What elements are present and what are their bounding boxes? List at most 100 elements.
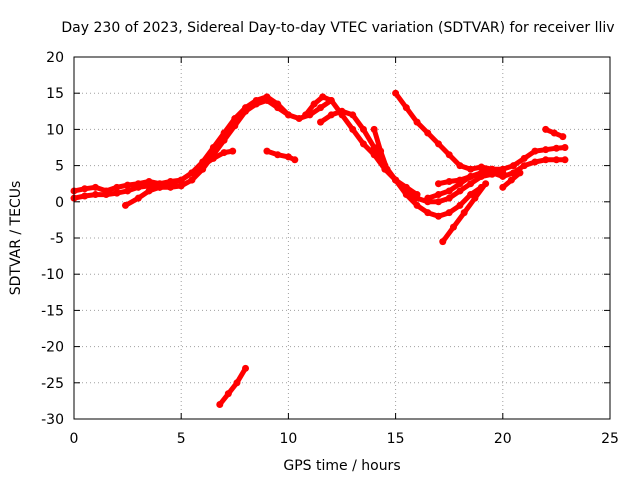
data-point [434, 198, 442, 206]
data-point [220, 149, 228, 157]
data-point [349, 125, 357, 133]
data-point [434, 212, 442, 220]
series-track-11 [499, 169, 524, 191]
series-track-2 [70, 96, 292, 202]
series-track-12 [542, 125, 567, 141]
y-tick-label: 10 [46, 122, 64, 138]
data-point [274, 104, 282, 112]
data-point [499, 165, 507, 173]
data-point [424, 194, 432, 202]
data-point [242, 364, 250, 372]
data-point [177, 176, 185, 184]
data-point [516, 169, 524, 177]
x-tick-label: 20 [494, 431, 512, 447]
data-point [552, 144, 560, 152]
y-tick-label: -10 [41, 267, 64, 283]
data-point [284, 153, 292, 161]
series-track-7 [392, 89, 507, 177]
series-track-10 [439, 180, 490, 246]
data-point [392, 176, 400, 184]
y-tick-label: -30 [41, 412, 64, 428]
data-point [199, 162, 207, 170]
data-point [413, 191, 421, 199]
data-point [327, 111, 335, 119]
data-point [124, 187, 132, 195]
data-point [507, 176, 515, 184]
series-line [318, 108, 484, 219]
data-point [284, 111, 292, 119]
data-point [520, 154, 528, 162]
series-track-14 [216, 364, 250, 409]
y-tick-label: 5 [55, 159, 64, 175]
data-point [319, 93, 327, 101]
data-point [499, 172, 507, 180]
series-line [217, 365, 248, 407]
data-point [156, 183, 164, 191]
data-point [471, 194, 479, 202]
series-line [71, 94, 334, 194]
x-axis-label: GPS time / hours [283, 458, 400, 474]
data-point [302, 111, 310, 119]
data-point [252, 100, 260, 108]
data-point [274, 151, 282, 159]
data-point [166, 180, 174, 188]
data-point [359, 140, 367, 148]
data-point [81, 185, 89, 193]
data-point [445, 151, 453, 159]
data-point [124, 181, 132, 189]
data-point [477, 170, 485, 178]
data-point [424, 209, 432, 217]
series-track-5 [317, 107, 485, 220]
x-tick-label: 10 [279, 431, 297, 447]
series-track-1 [70, 93, 335, 195]
data-point [434, 180, 442, 188]
data-point [445, 187, 453, 195]
series-line [264, 148, 298, 163]
data-point [477, 163, 485, 171]
data-point [370, 144, 378, 151]
data-point [550, 129, 558, 137]
data-point [359, 125, 367, 133]
data-point [224, 390, 232, 398]
data-point [177, 182, 185, 190]
data-point [81, 192, 89, 200]
data-point [209, 154, 217, 162]
data-point [499, 183, 507, 191]
data-point [434, 140, 442, 148]
data-point [295, 115, 303, 123]
data-point [531, 147, 539, 155]
data-point [467, 165, 475, 173]
data-point [263, 96, 271, 104]
x-tick-label: 0 [70, 431, 79, 447]
data-point [456, 162, 464, 170]
y-tick-label: 20 [46, 50, 64, 66]
data-point [456, 201, 464, 209]
y-tick-label: -20 [41, 340, 64, 356]
data-point [439, 238, 447, 246]
data-point [402, 104, 410, 112]
data-point [460, 209, 468, 217]
data-point [188, 169, 196, 177]
data-point [520, 162, 528, 170]
data-point [445, 178, 453, 186]
data-points [70, 89, 569, 409]
data-point [229, 147, 237, 155]
grid-lines [74, 57, 610, 419]
x-tick-label: 25 [601, 431, 619, 447]
data-point [449, 223, 457, 231]
data-point [542, 156, 550, 164]
y-axis-label: SDTVAR / TECUs [8, 181, 24, 296]
data-point [317, 118, 325, 126]
data-point [145, 187, 153, 195]
x-tick-label: 15 [387, 431, 405, 447]
data-point [377, 147, 385, 155]
data-point [310, 100, 318, 108]
y-tick-label: 0 [55, 195, 64, 211]
data-point [91, 191, 99, 199]
x-tick-label: 5 [177, 431, 186, 447]
data-point [392, 89, 400, 97]
data-point [467, 172, 475, 180]
y-tick-label: 15 [46, 86, 64, 102]
data-point [349, 111, 357, 119]
